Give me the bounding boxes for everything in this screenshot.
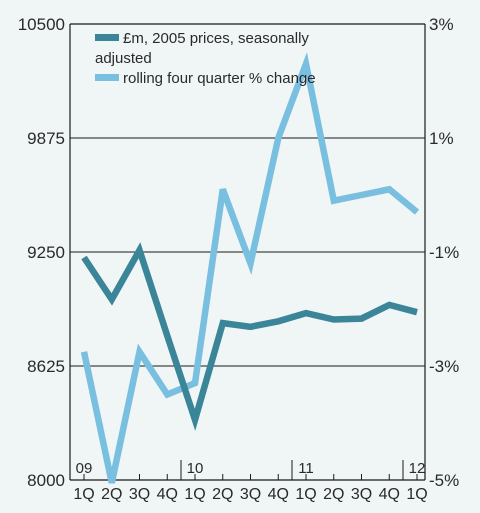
series-group	[80, 52, 420, 484]
series-line-0	[81, 242, 418, 431]
legend: £m, 2005 prices, seasonally adjusted rol…	[95, 30, 316, 87]
legend-swatch-change	[95, 74, 119, 81]
x-tick-label-0: 1Q	[73, 486, 94, 503]
x-tick-label-8: 1Q	[295, 486, 316, 503]
right-tick-label-4: -5%	[429, 471, 459, 490]
right-tick-label-0: 3%	[429, 15, 454, 34]
year-label-2: 11	[298, 460, 314, 477]
left-tick-label-3: 8625	[27, 357, 65, 376]
x-tick-label-5: 2Q	[212, 486, 233, 503]
year-label-1: 10	[187, 460, 204, 477]
x-tick-label-7: 4Q	[268, 486, 289, 503]
left-tick-label-4: 8000	[27, 471, 65, 490]
left-tick-label-2: 9250	[27, 243, 65, 262]
year-label-3: 12	[409, 460, 426, 477]
right-tick-label-2: -1%	[429, 243, 459, 262]
year-label-0: 09	[76, 460, 93, 477]
legend-label-change: rolling four quarter % change	[123, 70, 316, 87]
legend-label-volume-line2: adjusted	[95, 50, 152, 67]
grid-lines	[69, 23, 426, 481]
legend-label-volume-line1: £m, 2005 prices, seasonally	[123, 30, 309, 47]
left-tick-label-1: 9875	[27, 129, 65, 148]
left-tick-label-0: 10500	[18, 15, 65, 34]
x-tick-label-11: 4Q	[379, 486, 400, 503]
right-tick-label-3: -3%	[429, 357, 459, 376]
legend-swatch-volume	[95, 34, 119, 41]
x-tick-label-9: 2Q	[323, 486, 344, 503]
x-tick-label-1: 2Q	[101, 486, 122, 503]
x-tick-label-10: 3Q	[351, 486, 372, 503]
right-tick-label-1: 1%	[429, 129, 454, 148]
right-axis: 3% 1% -1% -3% -5%	[429, 15, 459, 490]
series-line-1	[80, 52, 420, 484]
x-tick-label-2: 3Q	[129, 486, 150, 503]
x-tick-label-4: 1Q	[184, 486, 205, 503]
x-tick-label-3: 4Q	[157, 486, 178, 503]
left-axis: 10500 9875 9250 8625 8000	[18, 15, 65, 490]
x-axis: 1Q 2Q 3Q 4Q 1Q 2Q 3Q 4Q 1Q 2Q 3Q 4Q 1Q 09 10 11 12	[73, 460, 428, 503]
x-tick-label-12: 1Q	[406, 486, 427, 503]
x-tick-label-6: 3Q	[240, 486, 261, 503]
